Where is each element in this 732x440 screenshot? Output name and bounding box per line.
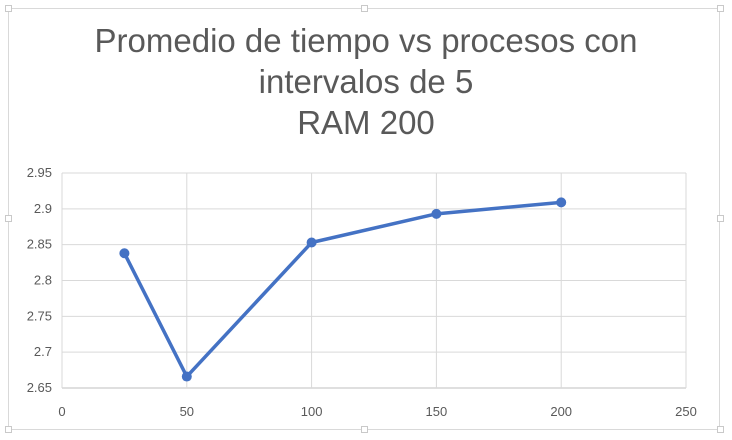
y-tick-label: 2.85 — [27, 237, 52, 252]
chart-frame[interactable] — [8, 8, 720, 430]
x-tick-label: 250 — [675, 404, 697, 419]
data-point — [181, 371, 192, 382]
chart-title-line-1: Promedio de tiempo vs procesos con — [94, 22, 638, 59]
resize-handle-bottom-left[interactable] — [5, 426, 12, 433]
x-tick-label: 150 — [426, 404, 448, 419]
y-tick-label: 2.7 — [34, 344, 52, 359]
resize-handle-top-left[interactable] — [5, 5, 12, 12]
resize-handle-bottom[interactable] — [361, 426, 368, 433]
x-tick-label: 0 — [58, 404, 65, 419]
resize-handle-right[interactable] — [717, 215, 724, 222]
y-tick-label: 2.9 — [34, 201, 52, 216]
y-tick-label: 2.65 — [27, 380, 52, 395]
x-tick-label: 200 — [550, 404, 572, 419]
resize-handle-bottom-right[interactable] — [717, 426, 724, 433]
x-tick-label: 100 — [301, 404, 323, 419]
series-line — [122, 200, 563, 379]
y-tick-label: 2.8 — [34, 273, 52, 288]
resize-handle-top-right[interactable] — [717, 5, 724, 12]
data-point — [431, 208, 442, 219]
data-point — [306, 237, 317, 248]
resize-handle-top[interactable] — [361, 5, 368, 12]
resize-handle-left[interactable] — [5, 215, 12, 222]
y-tick-label: 2.95 — [27, 165, 52, 180]
chart-title-line-3: RAM 200 — [297, 104, 435, 141]
x-tick-label: 50 — [180, 404, 194, 419]
data-point — [556, 197, 567, 208]
y-tick-label: 2.75 — [27, 308, 52, 323]
chart-title-line-2: intervalos de 5 — [258, 63, 474, 100]
chart-title: Promedio de tiempo vs procesos con inter… — [0, 20, 732, 143]
data-point — [119, 248, 130, 259]
